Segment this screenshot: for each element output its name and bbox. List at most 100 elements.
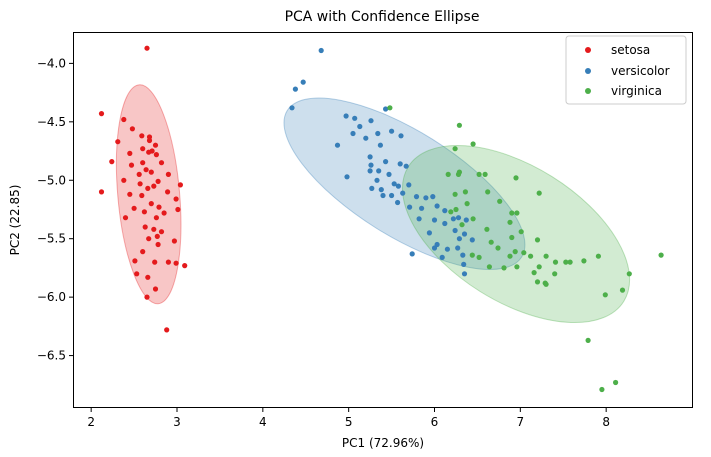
data-point-versicolor xyxy=(398,133,404,139)
data-point-virginica xyxy=(552,271,558,277)
data-point-setosa xyxy=(141,209,147,215)
data-point-versicolor xyxy=(352,115,358,121)
data-point-setosa xyxy=(173,260,179,266)
confidence-ellipse-setosa xyxy=(115,84,182,305)
data-point-setosa xyxy=(142,224,148,230)
data-point-setosa xyxy=(154,233,160,239)
data-point-virginica xyxy=(563,259,569,265)
data-point-versicolor xyxy=(289,105,295,111)
data-point-virginica xyxy=(469,252,475,258)
confidence-ellipses xyxy=(115,84,631,324)
data-point-virginica xyxy=(513,175,519,181)
data-point-setosa xyxy=(171,238,177,244)
data-point-versicolor xyxy=(461,231,468,237)
data-point-setosa xyxy=(161,210,167,216)
data-point-setosa xyxy=(139,133,145,139)
data-point-virginica xyxy=(464,201,470,207)
data-point-setosa xyxy=(127,150,133,156)
data-point-versicolor xyxy=(406,182,412,188)
data-point-virginica xyxy=(531,270,537,276)
data-point-virginica xyxy=(521,250,527,256)
data-point-versicolor xyxy=(376,168,382,174)
data-point-virginica xyxy=(452,146,458,152)
x-tick-label: 8 xyxy=(602,415,610,429)
confidence-ellipse-versicolor xyxy=(283,97,526,271)
x-tick-label: 6 xyxy=(431,415,439,429)
data-point-setosa xyxy=(152,286,159,292)
data-point-versicolor xyxy=(395,183,401,189)
data-point-versicolor xyxy=(463,217,469,223)
data-point-setosa xyxy=(121,116,127,123)
data-point-setosa xyxy=(140,160,146,166)
data-point-virginica xyxy=(536,190,542,196)
data-point-versicolor xyxy=(368,118,374,124)
data-point-virginica xyxy=(495,245,501,251)
data-point-versicolor xyxy=(386,171,392,177)
data-point-virginica xyxy=(445,171,451,177)
data-point-setosa xyxy=(144,45,150,51)
data-point-versicolor xyxy=(426,230,432,236)
legend: setosa versicolor virginica xyxy=(565,35,687,105)
legend-marker-setosa xyxy=(585,47,591,53)
data-point-setosa xyxy=(156,204,162,210)
legend-label-setosa: setosa xyxy=(611,43,650,57)
data-point-virginica xyxy=(536,264,542,270)
y-axis-label: PC2 (22.85) xyxy=(8,185,22,256)
data-point-versicolor xyxy=(442,220,448,227)
data-point-setosa xyxy=(155,178,161,184)
data-point-setosa xyxy=(109,159,115,165)
data-point-versicolor xyxy=(357,123,363,130)
data-point-versicolor xyxy=(450,216,456,222)
data-point-versicolor xyxy=(413,194,420,200)
data-point-setosa xyxy=(175,206,181,213)
data-point-virginica xyxy=(459,222,465,228)
data-point-setosa xyxy=(140,146,146,152)
data-point-virginica xyxy=(543,281,549,287)
data-point-versicolor xyxy=(442,208,448,214)
data-point-virginica xyxy=(486,264,492,270)
data-point-virginica xyxy=(470,216,476,222)
data-point-setosa xyxy=(151,226,157,232)
x-tick-label: 5 xyxy=(345,415,353,429)
data-point-versicolor xyxy=(469,237,475,243)
data-point-setosa xyxy=(164,327,170,333)
x-axis-ticks: 2 3 4 5 6 7 8 xyxy=(87,407,610,429)
data-point-setosa xyxy=(148,169,154,175)
y-tick-label: −6.0 xyxy=(37,290,66,304)
data-point-versicolor xyxy=(343,113,349,119)
data-point-versicolor xyxy=(455,215,462,221)
legend-marker-versicolor xyxy=(585,68,591,74)
data-point-setosa xyxy=(136,171,142,177)
x-tick-label: 4 xyxy=(259,415,267,429)
y-tick-label: −4.5 xyxy=(37,115,66,129)
data-point-setosa xyxy=(146,137,153,144)
data-point-virginica xyxy=(462,189,468,195)
legend-box xyxy=(565,35,687,105)
data-point-virginica xyxy=(470,141,476,147)
data-point-setosa xyxy=(128,162,135,168)
data-point-virginica xyxy=(619,287,626,293)
data-point-setosa xyxy=(152,259,158,265)
data-point-virginica xyxy=(497,198,503,204)
data-point-versicolor xyxy=(374,177,380,183)
data-point-versicolor xyxy=(456,236,462,242)
x-tick-label: 7 xyxy=(517,415,525,429)
data-point-virginica xyxy=(507,219,513,225)
data-point-virginica xyxy=(485,189,491,195)
x-axis-label: PC1 (72.96%) xyxy=(342,436,424,450)
data-point-virginica xyxy=(613,379,619,386)
data-point-versicolor xyxy=(363,135,369,141)
data-point-virginica xyxy=(567,259,573,265)
data-point-setosa xyxy=(153,152,159,158)
data-point-versicolor xyxy=(334,142,341,148)
data-point-versicolor xyxy=(318,47,324,54)
data-point-versicolor xyxy=(383,106,389,112)
data-point-setosa xyxy=(148,201,154,207)
data-point-versicolor xyxy=(375,130,381,137)
y-tick-label: −5.0 xyxy=(37,173,66,187)
data-point-virginica xyxy=(602,292,608,298)
data-point-virginica xyxy=(509,210,515,216)
data-point-virginica xyxy=(488,239,494,245)
data-point-setosa xyxy=(155,241,161,248)
